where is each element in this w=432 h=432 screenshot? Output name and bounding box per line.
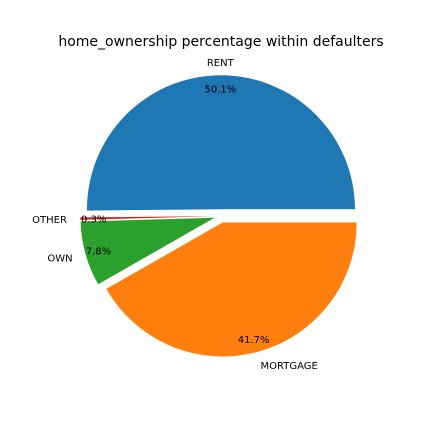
slice-label-rent: RENT [207,58,235,69]
chart-title: home_ownership percentage within default… [58,34,383,50]
slice-percent-mortgage: 41.7% [238,335,270,346]
slice-label-own: OWN [47,254,72,265]
pie-slice-rent [86,75,355,211]
slice-percent-other: 0.3% [81,214,106,225]
slice-label-other: OTHER [32,215,67,226]
slice-percent-own: 7.8% [86,246,111,257]
pie-slice-own [80,217,215,285]
pie-labels: RENT 50.1% OTHER 0.3% OWN 7.8% MORTGAGE 41.7% [32,58,318,372]
pie-slices [80,75,357,357]
pie-slice-other [80,216,215,220]
slice-label-mortgage: MORTGAGE [261,361,318,372]
slice-percent-rent: 50.1% [205,85,237,96]
pie-slice-mortgage [106,222,357,357]
